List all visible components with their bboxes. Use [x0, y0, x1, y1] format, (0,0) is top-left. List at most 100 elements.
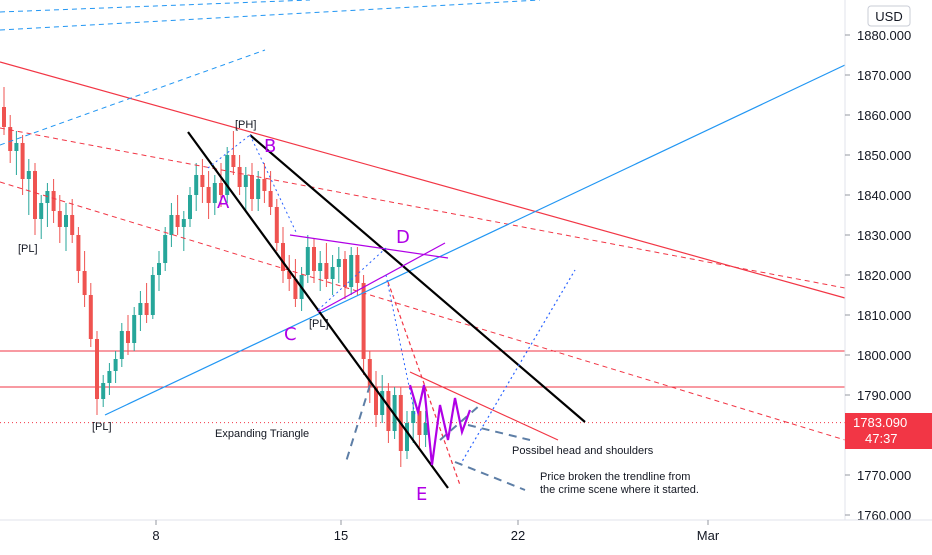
current-price-box — [845, 413, 932, 449]
annotation-4: Expanding Triangle — [215, 428, 309, 440]
candle-body-33 — [206, 187, 211, 203]
candle-body-51 — [318, 263, 323, 271]
price-tick-label-7: 1830.000 — [857, 228, 911, 243]
candle-body-16 — [101, 383, 106, 399]
red-neckline — [409, 371, 559, 441]
mid-trend-red-dashed — [0, 181, 846, 441]
candle-body-32 — [200, 175, 205, 187]
price-tick-label-8: 1840.000 — [857, 188, 911, 203]
current-price-value: 1783.090 — [853, 415, 907, 430]
candle-body-56 — [349, 255, 354, 287]
annotation-1: [PL] — [18, 243, 38, 255]
purple-scribble — [408, 384, 472, 466]
candles-layer — [2, 87, 428, 467]
currency-badge-label: USD — [875, 9, 902, 24]
candle-body-10 — [64, 215, 68, 227]
candle-body-3 — [20, 143, 25, 179]
pattern-letter-d: D — [396, 227, 410, 248]
annotation-3: [PL] — [309, 318, 329, 330]
candle-body-36 — [225, 155, 230, 195]
price-tick-label-9: 1850.000 — [857, 148, 911, 163]
grey-arrow-4 — [439, 404, 481, 441]
candle-body-0 — [2, 107, 6, 127]
candle-body-67 — [417, 411, 422, 435]
candle-body-23 — [144, 303, 149, 315]
price-tick-label-0: 1760.000 — [857, 508, 911, 523]
candle-body-34 — [212, 183, 217, 203]
candle-body-68 — [423, 423, 428, 435]
blue-dashed-upper-3 — [0, 49, 266, 146]
price-tick-label-6: 1820.000 — [857, 268, 911, 283]
price-tick-label-4: 1800.000 — [857, 348, 911, 363]
candle-body-1 — [8, 127, 13, 151]
candle-body-9 — [57, 211, 62, 227]
candle-body-25 — [157, 263, 161, 275]
price-tick-label-12: 1880.000 — [857, 28, 911, 43]
candle-body-19 — [119, 331, 124, 359]
candle-body-6 — [39, 203, 44, 219]
candle-body-22 — [138, 303, 143, 315]
ascending-blue-trendline — [104, 64, 846, 416]
time-axis: 8 15 22 Mar — [152, 520, 720, 543]
candle-body-29 — [181, 219, 186, 227]
blue-dashed-upper-1 — [0, 0, 541, 31]
labels-layer: [PH] [PL] [PL] [PL] Expanding Triangle Possib… — [18, 119, 699, 505]
current-price-badge: 1783.090 47:37 — [845, 413, 932, 449]
annotation-2: [PL] — [92, 421, 112, 433]
candle-body-13 — [82, 271, 87, 295]
candle-body-4 — [26, 171, 31, 179]
candle-body-7 — [45, 191, 50, 203]
candle-body-21 — [132, 315, 137, 343]
purple-triangle-lower — [317, 242, 446, 313]
dotted-swing-4 — [385, 274, 416, 416]
candle-body-46 — [287, 271, 292, 279]
candle-body-20 — [126, 331, 130, 343]
price-tick-label-5: 1810.000 — [857, 308, 911, 323]
candle-body-37 — [231, 155, 236, 167]
candle-body-44 — [274, 207, 279, 243]
candle-body-42 — [262, 179, 267, 191]
candle-body-50 — [312, 247, 316, 271]
candle-body-58 — [361, 283, 366, 359]
purple-triangle-upper — [289, 234, 449, 259]
candle-body-31 — [194, 175, 199, 195]
time-tick-label-0: 8 — [152, 528, 159, 543]
currency-badge-box — [867, 5, 911, 27]
candle-body-61 — [380, 391, 385, 415]
countdown-timer: 47:37 — [865, 431, 898, 446]
annotation-0: [PH] — [235, 119, 256, 131]
descending-resistance-red — [0, 61, 846, 299]
pattern-letter-e: E — [416, 484, 427, 505]
candle-body-53 — [330, 267, 335, 279]
candle-body-60 — [374, 387, 378, 415]
blue-dashed-upper-2 — [0, 0, 311, 13]
candle-body-2 — [14, 143, 19, 151]
price-tick-label-3: 1790.000 — [857, 388, 911, 403]
candle-body-5 — [33, 171, 37, 219]
candle-body-54 — [336, 259, 341, 267]
price-tick-label-11: 1870.000 — [857, 68, 911, 83]
candle-body-63 — [392, 395, 397, 431]
pattern-letter-b: B — [264, 136, 276, 157]
pattern-letter-c: C — [284, 324, 297, 345]
red-drop-dashed — [387, 281, 461, 486]
candle-body-26 — [163, 235, 168, 263]
candle-body-62 — [386, 391, 391, 431]
currency-badge[interactable]: USD — [867, 5, 911, 27]
candle-body-38 — [237, 167, 242, 187]
annotation-7: the crime scene where it started. — [540, 484, 699, 496]
candle-body-49 — [305, 247, 310, 275]
candle-body-12 — [76, 235, 81, 271]
grey-arrow-2 — [467, 424, 531, 441]
candle-body-41 — [256, 179, 261, 199]
candle-body-27 — [169, 215, 174, 235]
candle-body-24 — [150, 275, 155, 315]
blue-dotted-projection — [459, 269, 576, 466]
pattern-letter-a: A — [217, 192, 230, 213]
candle-body-8 — [51, 191, 56, 211]
candle-body-65 — [405, 423, 409, 451]
descending-resistance-red-dashed — [0, 127, 846, 289]
candle-body-17 — [107, 371, 112, 383]
